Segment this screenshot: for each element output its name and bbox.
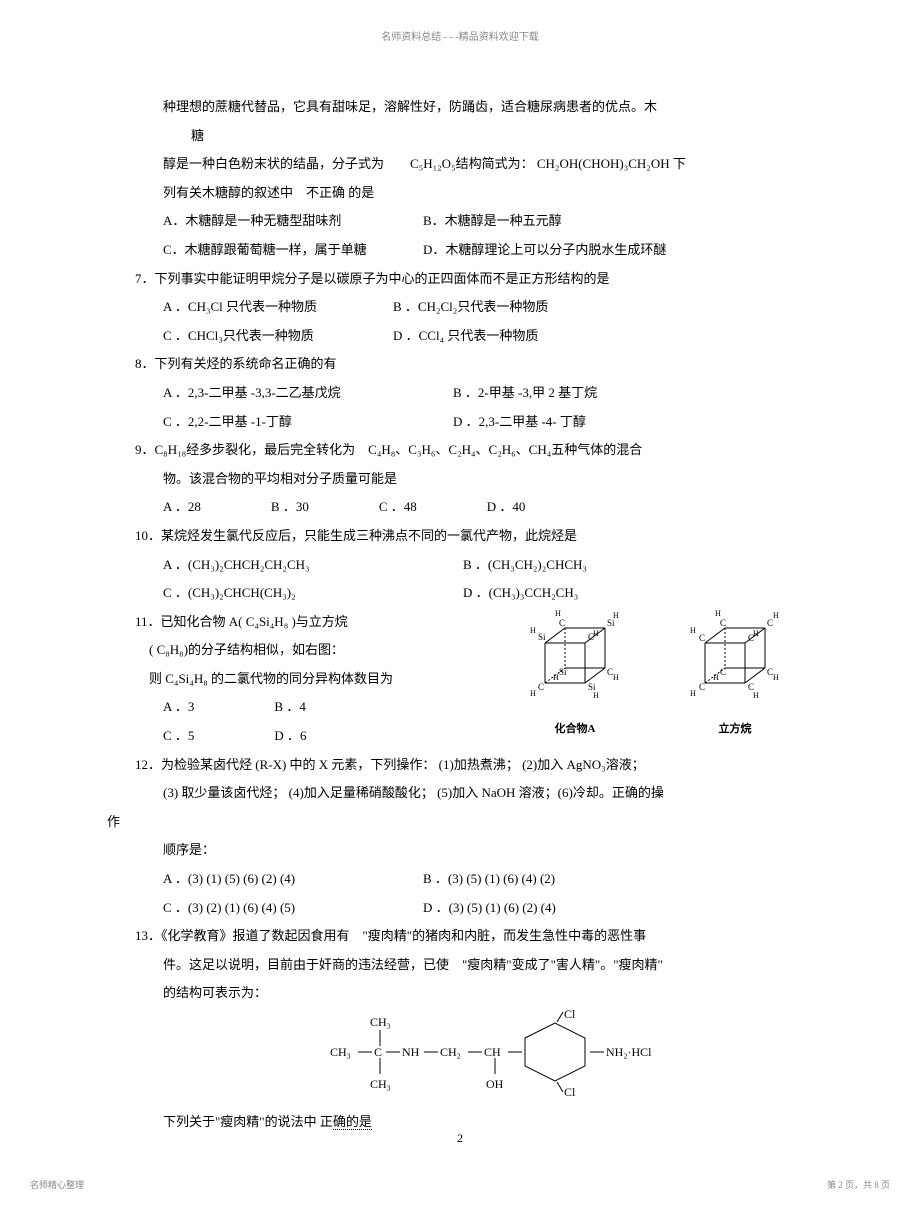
footer-right: 第 2 页，共 8 页 bbox=[827, 1178, 890, 1191]
q10-options-ab: A ．(CH₃)₂CHCH₂CH₂CH₃ B ．(CH₃CH₂)₂CHCH₃ bbox=[135, 551, 785, 580]
cubane-diagram: C C C C C C C C H H H H H H H H 立 bbox=[675, 608, 795, 741]
header-left: 名师资料总结 - - - bbox=[381, 32, 459, 43]
q12-stem3: 作 bbox=[107, 808, 785, 837]
q8-stem: 8．下列有关烃的系统命名正确的有 bbox=[135, 350, 785, 379]
q7-stem: 7．下列事实中能证明甲烷分子是以碳原子为中心的正四面体而不是正方形结构的是 bbox=[135, 265, 785, 294]
intro-options-ab: A．木糖醇是一种无糖型甜味剂 B．木糖醇是一种五元醇 bbox=[135, 207, 785, 236]
svg-text:CH: CH bbox=[484, 1045, 501, 1059]
svg-text:H: H bbox=[593, 629, 599, 638]
q9-stem: 9．C₈H₁₈经多步裂化，最后完全转化为 C₄H₈、C₃H₆、C₂H₄、C₂H₆… bbox=[135, 436, 785, 465]
q12-options-cd: C ．(3) (2) (1) (6) (4) (5) D ．(3) (5) (1… bbox=[135, 894, 785, 923]
molecule-icon: CH₃ CH₃ C NH CH₂ CH CH₃ OH NH₂·HCl Cl Cl bbox=[310, 1008, 690, 1098]
svg-text:H: H bbox=[690, 689, 696, 698]
svg-text:C: C bbox=[559, 618, 565, 628]
compound-a-diagram: Si C C Si C Si Si C H H H H H H H H bbox=[515, 608, 635, 741]
cube-b-icon: C C C C C C C C H H H H H H H H bbox=[675, 608, 795, 708]
svg-text:OH: OH bbox=[486, 1077, 504, 1091]
svg-text:H: H bbox=[555, 609, 561, 618]
q10-options-cd: C ．(CH₃)₂CHCH(CH₃)₂ D ．(CH₃)₃CCH₂CH₃ bbox=[135, 579, 785, 608]
intro-line3: 醇是一种白色粉末状的结晶，分子式为 C₅H₁₂O₅结构简式为： CH₂OH(CH… bbox=[135, 150, 785, 179]
svg-text:H: H bbox=[753, 629, 759, 638]
svg-text:H: H bbox=[690, 626, 696, 635]
page-header: 名师资料总结 - - -精品资料欢迎下载 bbox=[50, 28, 870, 43]
q10-stem: 10．某烷烃发生氯代反应后，只能生成三种沸点不同的一氯代产物，此烷烃是 bbox=[135, 522, 785, 551]
q11-diagrams: Si C C Si C Si Si C H H H H H H H H bbox=[505, 608, 795, 741]
q12-stem4: 顺序是： bbox=[135, 836, 785, 865]
svg-text:C: C bbox=[720, 667, 726, 677]
svg-text:H: H bbox=[773, 611, 779, 620]
svg-text:Si: Si bbox=[559, 667, 567, 677]
svg-text:CH₃: CH₃ bbox=[370, 1015, 391, 1029]
q12-options-ab: A ．(3) (1) (5) (6) (2) (4) B ．(3) (5) (1… bbox=[135, 865, 785, 894]
q7-options-ab: A ．CH₃Cl 只代表一种物质 B ．CH₂Cl₂只代表一种物质 bbox=[135, 293, 785, 322]
svg-text:H: H bbox=[773, 673, 779, 682]
svg-text:H: H bbox=[593, 691, 599, 700]
svg-text:NH: NH bbox=[402, 1045, 420, 1059]
q8-options-ab: A ．2,3-二甲基 -3,3-二乙基戊烷 B ．2-甲基 -3,甲 2 基丁烷 bbox=[135, 379, 785, 408]
svg-text:H: H bbox=[753, 691, 759, 700]
svg-text:H: H bbox=[613, 673, 619, 682]
q11-container: 11．已知化合物 A( C₄Si₄H₈ )与立方烷 ( C₈H₈)的分子结构相似… bbox=[135, 608, 785, 751]
svg-text:NH₂·HCl: NH₂·HCl bbox=[606, 1045, 652, 1059]
svg-text:C: C bbox=[720, 618, 726, 628]
svg-text:H: H bbox=[713, 673, 719, 682]
q11-text: 11．已知化合物 A( C₄Si₄H₈ )与立方烷 ( C₈H₈)的分子结构相似… bbox=[135, 608, 505, 751]
q11-line2: ( C₈H₈)的分子结构相似，如右图： bbox=[135, 636, 505, 665]
q13-stem1: 13．《化学教育》报道了数起因食用有 "瘦肉精"的猪肉和内脏，而发生急性中毒的恶… bbox=[135, 922, 785, 951]
svg-text:Cl: Cl bbox=[564, 1085, 576, 1098]
svg-text:C: C bbox=[699, 682, 705, 692]
header-right: 精品资料欢迎下载 bbox=[459, 32, 539, 43]
q12-stem1: 12．为检验某卤代烃 (R-X) 中的 X 元素，下列操作： (1)加热煮沸； … bbox=[135, 751, 785, 780]
cube-a-icon: Si C C Si C Si Si C H H H H H H H H bbox=[515, 608, 635, 708]
q13-formula: CH₃ CH₃ C NH CH₂ CH CH₃ OH NH₂·HCl Cl Cl bbox=[135, 1008, 785, 1098]
intro-options-cd: C．木糖醇跟葡萄糖一样，属于单糖 D．木糖醇理论上可以分子内脱水生成环醚 bbox=[135, 236, 785, 265]
svg-text:C: C bbox=[374, 1045, 382, 1059]
svg-text:H: H bbox=[613, 611, 619, 620]
svg-text:Si: Si bbox=[538, 632, 546, 642]
q13-stem3: 的结构可表示为： bbox=[135, 979, 785, 1008]
svg-text:C: C bbox=[538, 682, 544, 692]
svg-text:H: H bbox=[530, 689, 536, 698]
svg-text:H: H bbox=[715, 609, 721, 618]
page-footer: 名师精心整理 第 2 页，共 8 页 bbox=[0, 1178, 920, 1191]
footer-left: 名师精心整理 bbox=[30, 1178, 84, 1191]
svg-text:CH₃: CH₃ bbox=[370, 1077, 391, 1091]
page-number: 2 bbox=[0, 1131, 920, 1146]
q7-options-cd: C ．CHCl₃只代表一种物质 D ．CCl₄ 只代表一种物质 bbox=[135, 322, 785, 351]
svg-text:H: H bbox=[530, 626, 536, 635]
compound-a-label: 化合物A bbox=[515, 717, 635, 741]
q8-options-cd: C ．2,2-二甲基 -1-丁醇 D ．2,3-二甲基 -4- 丁醇 bbox=[135, 408, 785, 437]
intro-line1: 种理想的蔗糖代替品，它具有甜味足，溶解性好，防踊齿，适合糖尿病患者的优点。木 bbox=[135, 93, 785, 122]
svg-text:H: H bbox=[553, 673, 559, 682]
intro-line4: 列有关木糖醇的叙述中 不正确 的是 bbox=[135, 179, 785, 208]
intro-line2: 糖 bbox=[135, 122, 785, 151]
svg-text:CH₂: CH₂ bbox=[440, 1045, 461, 1059]
q12-stem2: (3) 取少量该卤代烃； (4)加入足量稀硝酸酸化； (5)加入 NaOH 溶液… bbox=[135, 779, 785, 808]
svg-text:C: C bbox=[699, 633, 705, 643]
q11-options-cd: C ．5 D ．6 bbox=[135, 722, 505, 751]
svg-text:Cl: Cl bbox=[564, 1008, 576, 1021]
q9-options: A ．28 B ．30 C ．48 D ．40 bbox=[135, 493, 785, 522]
q9-stem2: 物。该混合物的平均相对分子质量可能是 bbox=[135, 465, 785, 494]
content-area: 种理想的蔗糖代替品，它具有甜味足，溶解性好，防踊齿，适合糖尿病患者的优点。木 糖… bbox=[50, 93, 870, 1137]
q11-line1: 11．已知化合物 A( C₄Si₄H₈ )与立方烷 bbox=[135, 608, 505, 637]
q11-line3: 则 C₄Si₄H₈ 的二氯代物的同分异构体数目为 bbox=[135, 665, 505, 694]
q11-options-ab: A ．3 B ．4 bbox=[135, 693, 505, 722]
cubane-label: 立方烷 bbox=[675, 717, 795, 741]
svg-text:CH₃: CH₃ bbox=[330, 1045, 351, 1059]
q13-stem2: 件。这足以说明，目前由于奸商的违法经营，已使 "瘦肉精"变成了"害人精"。"瘦肉… bbox=[135, 951, 785, 980]
